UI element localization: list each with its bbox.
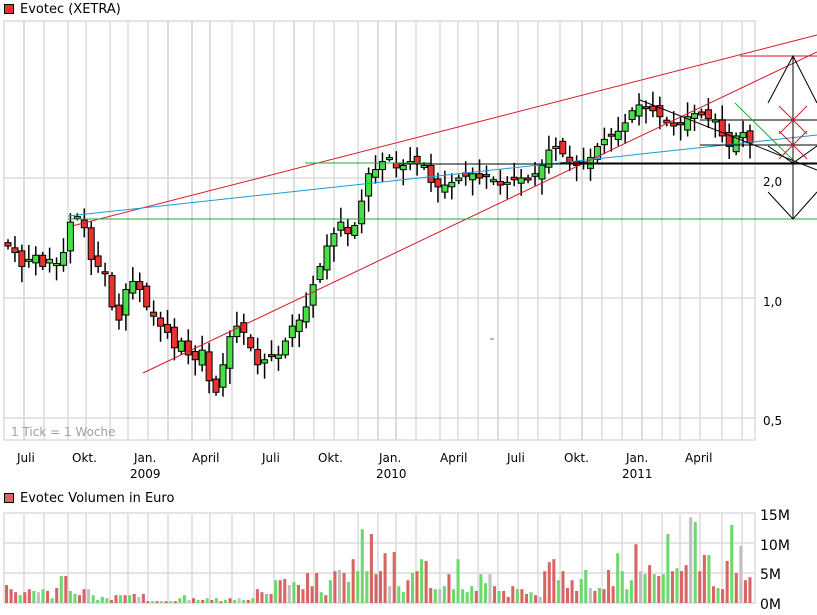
x-label-okt-2008: Okt. — [72, 451, 97, 465]
vol-tick-10m: 10M — [760, 538, 790, 554]
x-label-april-2009: April — [192, 451, 219, 465]
x-year-2009: 2009 — [130, 467, 161, 481]
x-label-april-2011: April — [685, 451, 712, 465]
vol-tick-0m: 0M — [760, 597, 781, 613]
price-grid — [3, 20, 756, 441]
tick-note: 1 Tick = 1 Woche — [11, 425, 116, 439]
y-tick-2: 2,0 — [763, 175, 782, 189]
price-chart-title: Evotec (XETRA) — [20, 1, 121, 17]
x-label-juli-2010: Juli — [506, 451, 525, 465]
x-label-april-2010: April — [440, 451, 467, 465]
price-y-axis: 2,0 1,0 0,5 — [763, 175, 782, 428]
x-label-jan-2009: Jan. — [133, 451, 156, 465]
x-label-okt-2009: Okt. — [318, 451, 343, 465]
x-label-jan-2010: Jan. — [378, 451, 401, 465]
price-legend-swatch — [4, 4, 14, 14]
volume-legend: Evotec Volumen in Euro — [4, 490, 174, 506]
x-year-2011: 2011 — [622, 467, 653, 481]
vol-tick-5m: 5M — [760, 567, 781, 583]
x-label-juli-2009: Juli — [261, 451, 280, 465]
price-candles — [4, 91, 754, 397]
volume-y-axis: 15M 10M 5M 0M — [760, 508, 790, 613]
price-legend: Evotec (XETRA) — [4, 1, 121, 17]
vol-tick-15m: 15M — [760, 508, 790, 524]
y-tick-1: 1,0 — [763, 295, 782, 309]
y-tick-0-5: 0,5 — [763, 414, 782, 428]
trendlines — [67, 34, 817, 374]
x-label-jan-2011: Jan. — [625, 451, 648, 465]
x-axis: Juli Okt. Jan. April Juli Okt. Jan. Apri… — [16, 451, 712, 481]
volume-bars — [5, 517, 752, 603]
volume-legend-swatch — [4, 493, 14, 503]
x-year-2010: 2010 — [376, 467, 407, 481]
x-label-okt-2010: Okt. — [564, 451, 589, 465]
x-label-juli-2008: Juli — [16, 451, 35, 465]
volume-chart-title: Evotec Volumen in Euro — [20, 490, 175, 506]
